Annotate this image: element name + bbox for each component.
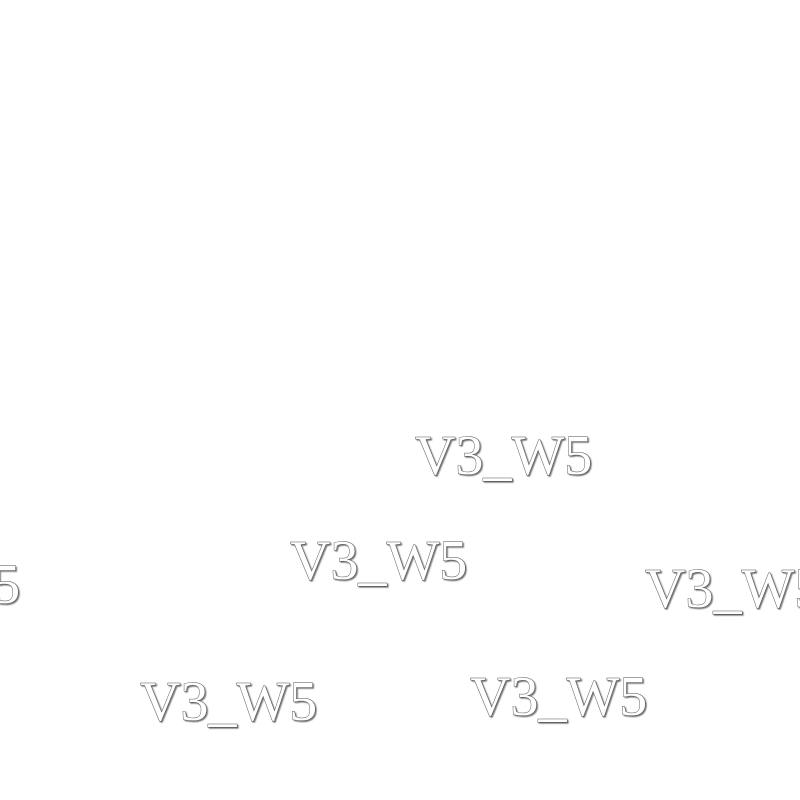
watermark-text: V3_W5 xyxy=(290,530,467,592)
watermark-text: V3_W5 xyxy=(470,666,647,728)
watermark-text: V3_W5 xyxy=(140,671,317,733)
watermark-text: V3_W5 xyxy=(415,425,592,487)
watermark-text: V3_W5 xyxy=(0,554,20,616)
watermark-text: V3_W5 xyxy=(645,558,800,620)
